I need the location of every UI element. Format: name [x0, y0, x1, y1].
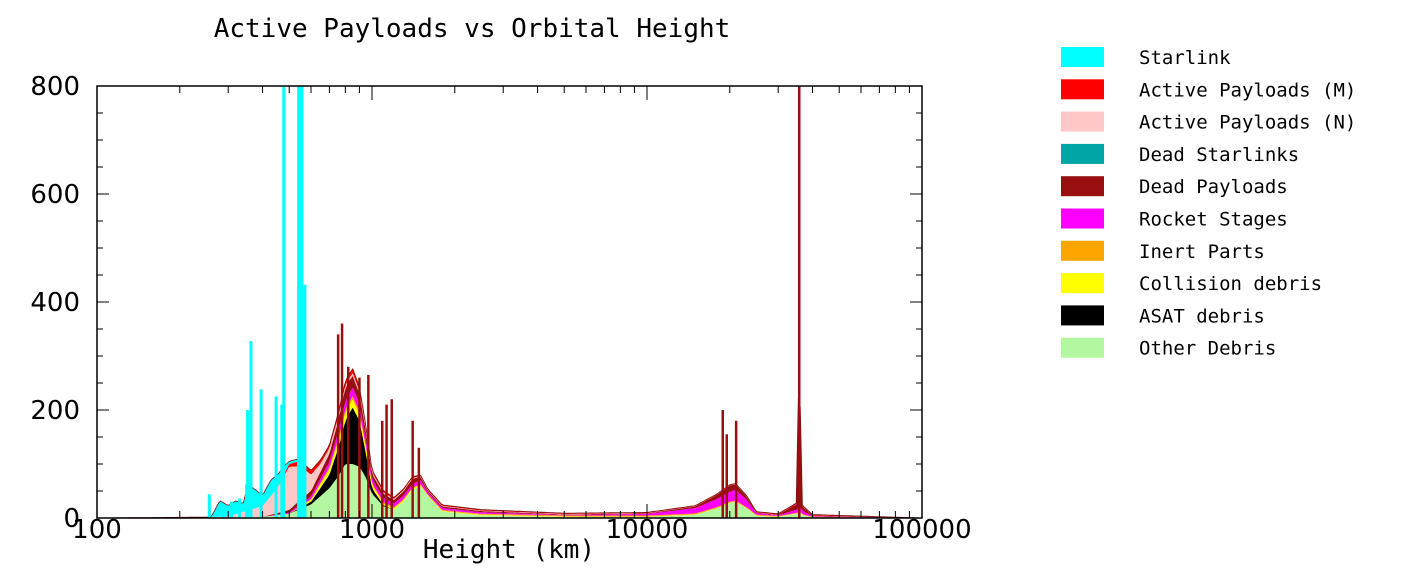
x-tick-label: 1000 [339, 515, 405, 545]
spike-starlink [259, 389, 263, 518]
y-tick-label: 400 [30, 288, 80, 318]
spike-dead-payloads [336, 334, 340, 518]
spike-dead-payloads [417, 447, 421, 518]
x-axis-label: Height (km) [423, 535, 595, 565]
x-tick-label: 100000 [872, 515, 971, 545]
y-tick-label: 600 [30, 180, 80, 210]
legend-swatch-active-payloads-n [1061, 111, 1104, 132]
legend-label-asat-debris: ASAT debris [1139, 305, 1265, 327]
spike-dead-payloads [725, 434, 728, 518]
spike-starlink [222, 504, 226, 518]
legend-swatch-collision-debris [1061, 273, 1104, 294]
legend-label-active-payloads-m: Active Payloads (M) [1139, 79, 1356, 101]
legend-label-collision-debris: Collision debris [1139, 273, 1322, 295]
y-tick-label: 800 [30, 72, 80, 102]
spike-starlink [297, 86, 301, 518]
spike-dead-payloads [390, 399, 393, 518]
legend-swatch-asat-debris [1061, 305, 1104, 326]
legend-label-rocket-stages: Rocket Stages [1139, 209, 1288, 231]
legend-swatch-inert-parts [1061, 240, 1104, 261]
spike-dead-payloads [340, 323, 344, 518]
spike-starlink [274, 396, 278, 518]
chart-title: Active Payloads vs Orbital Height [214, 14, 731, 44]
spike-starlink [300, 86, 304, 518]
spike-dead-payloads [385, 404, 388, 518]
legend: Starlink Active Payloads (M) Active Payloa… [1061, 47, 1356, 360]
legend-swatch-other-debris [1061, 337, 1104, 358]
x-tick-label: 100 [72, 515, 122, 545]
spike-starlink [246, 410, 250, 518]
spike-starlink [280, 404, 284, 518]
spike-starlink [207, 494, 211, 518]
legend-swatch-active-payloads-m [1061, 79, 1104, 100]
y-tick-label: 0 [63, 504, 80, 534]
legend-label-dead-payloads: Dead Payloads [1139, 176, 1288, 198]
legend-swatch-dead-starlinks [1061, 143, 1104, 164]
y-tick-label: 200 [30, 396, 80, 426]
spike-dead-payloads [411, 420, 414, 518]
spike-starlink [249, 340, 253, 518]
spike-dead-payloads [358, 377, 361, 518]
x-axis: 100 1000 10000 100000 [72, 86, 972, 545]
spike-starlink [282, 86, 286, 518]
legend-label-inert-parts: Inert Parts [1139, 241, 1265, 263]
legend-swatch-rocket-stages [1061, 208, 1104, 229]
spike-dead-payloads [381, 420, 384, 518]
spike-starlink [229, 501, 233, 518]
legend-swatch-dead-payloads [1061, 176, 1104, 197]
spike-dead-payloads [721, 410, 724, 518]
stack-outline [97, 367, 923, 519]
spike-dead-payloads [798, 86, 801, 518]
spike-dead-payloads [347, 366, 350, 518]
spike-starlink [298, 86, 302, 518]
legend-label-other-debris: Other Debris [1139, 338, 1276, 360]
spike-dead-payloads [734, 420, 738, 518]
legend-label-dead-starlinks: Dead Starlinks [1139, 144, 1299, 166]
legend-label-starlink: Starlink [1139, 47, 1231, 69]
legend-label-active-payloads-n: Active Payloads (N) [1139, 112, 1356, 134]
spike-marks [207, 86, 801, 518]
spike-starlink [303, 284, 307, 518]
spike-dead-payloads [367, 374, 370, 518]
x-tick-label: 10000 [606, 515, 689, 545]
spike-starlink [238, 498, 242, 518]
y-axis: 0 200 400 600 800 [30, 72, 922, 534]
legend-swatch-starlink [1061, 47, 1104, 67]
